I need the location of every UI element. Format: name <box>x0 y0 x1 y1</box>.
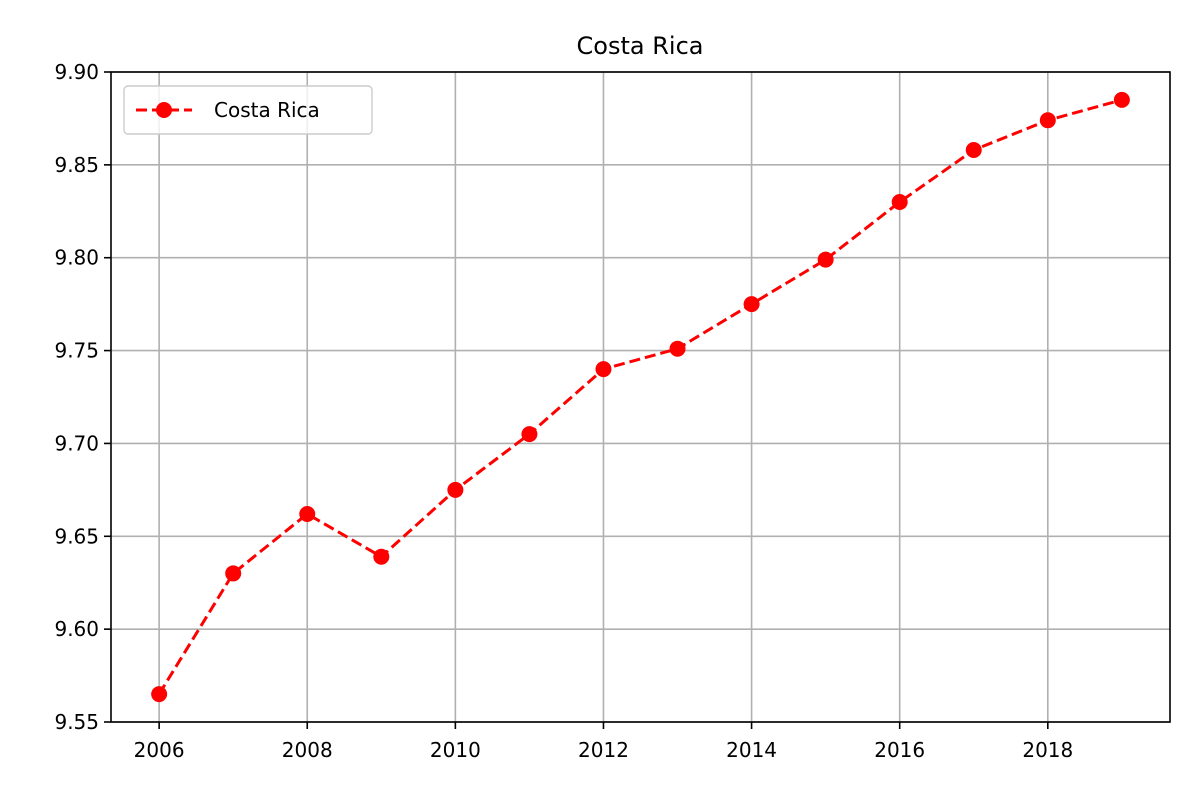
x-tick-label: 2008 <box>282 738 333 762</box>
x-tick-label: 2010 <box>430 738 481 762</box>
data-point-2012 <box>595 361 612 378</box>
data-point-2006 <box>151 686 168 703</box>
legend-label-costa-rica: Costa Rica <box>214 98 320 122</box>
y-tick-label: 9.60 <box>54 617 99 641</box>
y-tick-label: 9.65 <box>54 524 99 548</box>
chart-title: Costa Rica <box>577 32 704 60</box>
series-line-0 <box>157 98 1123 695</box>
data-point-2011 <box>521 426 538 443</box>
plot-area-frame <box>110 71 1171 723</box>
legend-box <box>123 85 373 135</box>
data-point-2016 <box>891 194 908 210</box>
y-tick-label: 9.90 <box>54 60 99 84</box>
y-tick-label: 9.85 <box>54 153 99 177</box>
data-point-2010 <box>447 481 464 498</box>
series-layer <box>151 91 1130 703</box>
data-point-2009 <box>373 548 390 565</box>
data-point-2014 <box>743 296 760 313</box>
legend: Costa Rica <box>123 85 373 135</box>
x-tick-label: 2018 <box>1022 738 1073 762</box>
x-tick-label: 2014 <box>726 738 777 762</box>
axis-ticks: 2006 2008 2010 2012 2014 2016 2018 9.55 9.60 9.65… <box>54 60 1073 762</box>
y-tick-label: 9.80 <box>54 246 99 270</box>
x-tick-label: 2006 <box>134 738 185 762</box>
data-point-2017 <box>965 142 982 158</box>
x-tick-label: 2012 <box>578 738 629 762</box>
y-tick-label: 9.75 <box>54 339 99 363</box>
data-point-2008 <box>299 506 316 522</box>
legend-marker-costa-rica <box>156 102 172 118</box>
data-point-2018 <box>1039 112 1056 129</box>
data-point-2007 <box>225 565 242 582</box>
data-point-2013 <box>669 340 686 357</box>
data-point-2019 <box>1113 91 1130 108</box>
x-tick-label: 2016 <box>874 738 925 762</box>
y-tick-label: 9.70 <box>54 431 99 455</box>
data-point-2015 <box>817 251 834 268</box>
y-tick-label: 9.55 <box>54 710 99 734</box>
